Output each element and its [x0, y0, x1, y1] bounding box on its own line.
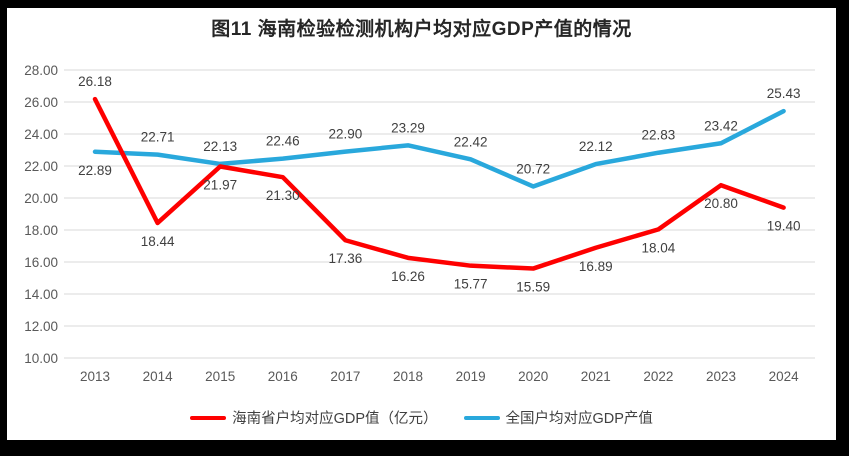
svg-text:16.00: 16.00 — [24, 255, 58, 270]
legend-label-national: 全国户均对应GDP产值 — [505, 411, 653, 427]
svg-text:2020: 2020 — [518, 369, 548, 384]
svg-text:2016: 2016 — [268, 369, 298, 384]
svg-text:2018: 2018 — [393, 369, 423, 384]
legend-item-hainan: 海南省户均对应GDP值（亿元） — [190, 407, 438, 428]
svg-text:23.29: 23.29 — [391, 120, 425, 135]
chart-title: 图11 海南检验检测机构户均对应GDP产值的情况 — [211, 19, 632, 40]
red-line-swatch — [190, 415, 227, 420]
svg-text:2014: 2014 — [143, 369, 174, 384]
svg-text:25.43: 25.43 — [767, 86, 801, 101]
svg-text:15.77: 15.77 — [454, 277, 488, 292]
legend-item-national: 全国户均对应GDP产值 — [463, 407, 653, 428]
svg-text:10.00: 10.00 — [24, 351, 58, 366]
svg-text:20.00: 20.00 — [24, 191, 58, 206]
svg-text:2024: 2024 — [769, 369, 800, 384]
svg-text:16.26: 16.26 — [391, 269, 425, 284]
svg-text:14.00: 14.00 — [24, 287, 58, 302]
svg-text:21.97: 21.97 — [203, 177, 237, 192]
svg-text:20.72: 20.72 — [516, 161, 550, 176]
svg-text:26.18: 26.18 — [78, 74, 112, 89]
svg-text:23.42: 23.42 — [704, 118, 738, 133]
svg-text:12.00: 12.00 — [24, 319, 58, 334]
svg-text:2017: 2017 — [330, 369, 360, 384]
svg-text:2021: 2021 — [581, 369, 611, 384]
svg-text:22.13: 22.13 — [203, 139, 237, 154]
svg-text:22.46: 22.46 — [266, 134, 300, 149]
svg-text:2013: 2013 — [80, 369, 110, 384]
svg-text:2022: 2022 — [643, 369, 673, 384]
svg-text:24.00: 24.00 — [24, 127, 58, 142]
svg-text:18.44: 18.44 — [141, 234, 175, 249]
svg-text:16.89: 16.89 — [579, 259, 613, 274]
blue-line-swatch — [463, 415, 500, 420]
svg-text:22.71: 22.71 — [141, 130, 175, 145]
svg-text:15.59: 15.59 — [516, 280, 550, 295]
svg-text:22.00: 22.00 — [24, 159, 58, 174]
svg-text:18.04: 18.04 — [642, 240, 676, 255]
chart-window: 图11 海南检验检测机构户均对应GDP产值的情况 10.00 12.00 14.00… — [7, 8, 836, 440]
svg-text:22.42: 22.42 — [454, 134, 488, 149]
line-chart: 10.00 12.00 14.00 16.00 18.00 20.00 22.00 24.00… — [24, 63, 815, 384]
svg-text:2023: 2023 — [706, 369, 736, 384]
svg-text:20.80: 20.80 — [704, 196, 738, 211]
svg-text:22.12: 22.12 — [579, 139, 613, 154]
svg-text:2019: 2019 — [456, 369, 486, 384]
svg-text:21.30: 21.30 — [266, 188, 300, 203]
svg-text:26.00: 26.00 — [24, 95, 58, 110]
svg-text:18.00: 18.00 — [24, 223, 58, 238]
svg-text:28.00: 28.00 — [24, 63, 58, 78]
svg-text:22.89: 22.89 — [78, 163, 112, 178]
svg-text:22.83: 22.83 — [642, 128, 676, 143]
svg-text:19.40: 19.40 — [767, 219, 801, 234]
svg-text:22.90: 22.90 — [329, 127, 363, 142]
svg-text:17.36: 17.36 — [329, 251, 363, 266]
svg-text:2015: 2015 — [205, 369, 235, 384]
legend: 海南省户均对应GDP值（亿元） 全国户均对应GDP产值 — [7, 407, 836, 428]
legend-label-hainan: 海南省户均对应GDP值（亿元） — [232, 411, 438, 427]
